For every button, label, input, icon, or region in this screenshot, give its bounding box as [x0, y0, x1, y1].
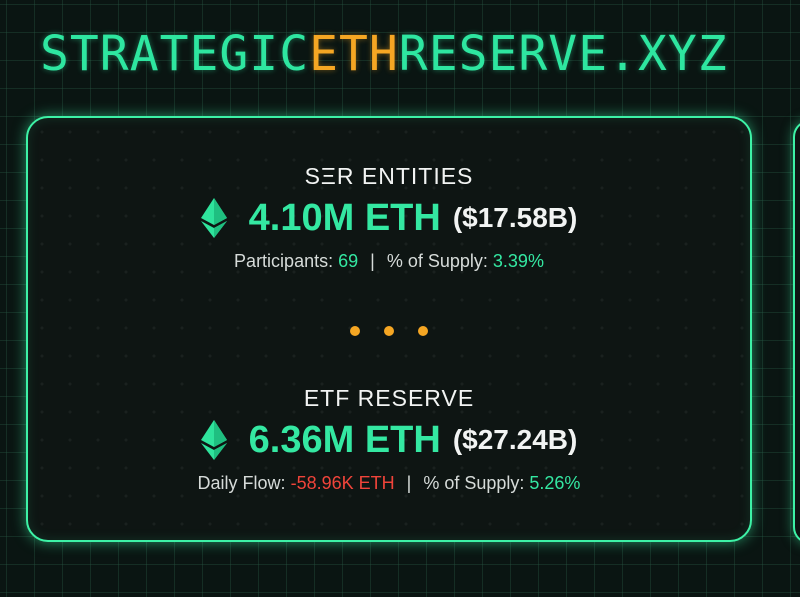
ethereum-icon [200, 420, 227, 460]
etf-reserve-title: ETF RESERVE [303, 385, 475, 411]
site-title-part2: RESERVE.XYZ [398, 26, 728, 82]
etf-reserve-stats: Daily Flow: -58.96K ETH | % of Supply: 5.2… [28, 470, 750, 496]
site-title-accent: ETH [309, 26, 399, 82]
etf-supply-label: % of Supply: [423, 473, 525, 493]
stats-separator: | [406, 473, 412, 493]
etf-reserve-eth-amount: 6.36M ETH [248, 419, 441, 461]
ser-supply-label: % of Supply: [386, 251, 488, 271]
site-title: STRATEGICETHRESERVE.XYZ [40, 26, 728, 82]
divider-dot [418, 326, 428, 336]
daily-flow-label: Daily Flow: [197, 473, 286, 493]
etf-supply-value: 5.26% [529, 473, 581, 493]
ethereum-icon [200, 198, 227, 238]
ser-entities-section: SΞR ENTITIES 4.10M ETH ($17.58B) Partici… [28, 162, 750, 274]
etf-reserve-usd-value: ($27.24B) [452, 424, 578, 455]
ser-entities-eth-amount: 4.10M ETH [248, 197, 441, 239]
participants-value: 69 [338, 251, 359, 271]
stats-separator: | [370, 251, 375, 271]
next-card-edge [793, 120, 800, 544]
etf-reserve-amount-row: 6.36M ETH ($27.24B) [28, 416, 750, 464]
ser-entities-title: SΞR ENTITIES [304, 163, 474, 189]
ser-supply-value: 3.39% [492, 251, 544, 271]
ser-entities-usd-value: ($17.58B) [452, 202, 578, 233]
reserve-card: SΞR ENTITIES 4.10M ETH ($17.58B) Partici… [26, 116, 752, 542]
ser-entities-stats: Participants: 69 | % of Supply: 3.39% [28, 248, 750, 274]
etf-reserve-section: ETF RESERVE 6.36M ETH ($27.24B) Daily Fl… [28, 384, 750, 496]
daily-flow-value: -58.96K ETH [290, 473, 395, 493]
divider-dot [350, 326, 360, 336]
section-divider-dots [28, 326, 750, 336]
participants-label: Participants: [234, 251, 334, 271]
site-title-part1: STRATEGIC [40, 26, 310, 82]
divider-dot [384, 326, 394, 336]
ser-entities-amount-row: 4.10M ETH ($17.58B) [28, 194, 750, 242]
